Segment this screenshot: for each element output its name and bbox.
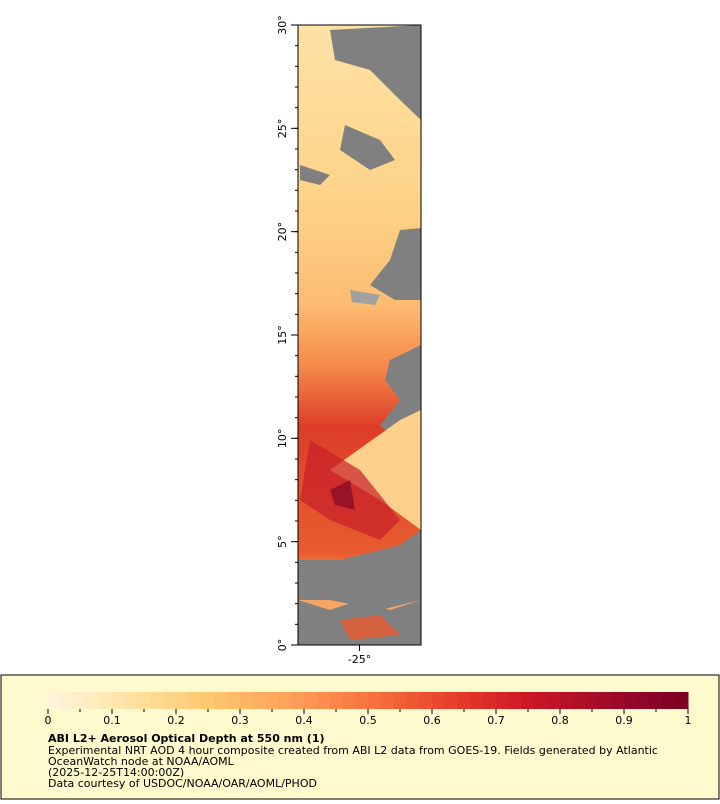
colorbar-cell (137, 692, 151, 709)
colorbar-cell (675, 692, 689, 709)
colorbar-cell (432, 692, 446, 709)
colorbar-cell (304, 692, 318, 709)
colorbar-cell (73, 692, 87, 709)
lat-tick-label: 30° (276, 15, 289, 35)
colorbar-tick-label: 0.5 (359, 714, 377, 727)
colorbar-cell (624, 692, 638, 709)
colorbar-cell (521, 692, 535, 709)
colorbar-cell (380, 692, 395, 709)
colorbar-cell (252, 692, 267, 709)
colorbar-cell (508, 692, 523, 709)
legend-line: (2025-12-25T14:00:00Z) (48, 766, 184, 779)
colorbar-cell (483, 692, 497, 709)
lat-tick-label: 10° (276, 429, 289, 449)
colorbar-tick-label: 1 (685, 714, 692, 727)
colorbar-cell (124, 692, 139, 709)
colorbar-tick-label: 0.7 (487, 714, 505, 727)
colorbar-cell (611, 692, 625, 709)
colorbar-cell (214, 692, 228, 709)
colorbar-cell (355, 692, 369, 709)
colorbar-tick-label: 0.6 (423, 714, 441, 727)
colorbar-cell (406, 692, 420, 709)
colorbar-cell (393, 692, 407, 709)
colorbar-cell (60, 692, 75, 709)
colorbar-cell (329, 692, 343, 709)
aod-image (298, 25, 421, 645)
colorbar-cell (201, 692, 215, 709)
colorbar-cell (470, 692, 484, 709)
lat-tick-label: 5° (276, 535, 289, 548)
colorbar-cell (112, 692, 126, 709)
lat-tick-label: 0° (276, 639, 289, 652)
colorbar-tick-label: 0.1 (103, 714, 121, 727)
legend-line: Experimental NRT AOD 4 hour composite cr… (48, 744, 658, 757)
colorbar-cell (636, 692, 651, 709)
colorbar-cell (585, 692, 599, 709)
colorbar-cell (265, 692, 279, 709)
colorbar-tick-label: 0.8 (551, 714, 569, 727)
colorbar-cell (188, 692, 203, 709)
colorbar-cell (240, 692, 254, 709)
lon-tick-label: -25° (348, 653, 371, 666)
colorbar-cell (227, 692, 241, 709)
colorbar-cell (662, 692, 676, 709)
colorbar-cell (649, 692, 663, 709)
legend-line: OceanWatch node at NOAA/AOML (48, 755, 235, 768)
colorbar-cell (496, 692, 510, 709)
colorbar-cell (99, 692, 113, 709)
colorbar-cell (598, 692, 612, 709)
colorbar-cell (163, 692, 177, 709)
colorbar-tick-label: 0.2 (167, 714, 185, 727)
lat-tick-label: 25° (276, 119, 289, 139)
colorbar-cell (86, 692, 100, 709)
colorbar-cell (316, 692, 331, 709)
colorbar-tick-label: 0.4 (295, 714, 313, 727)
colorbar-tick-label: 0.9 (615, 714, 633, 727)
lat-tick-label: 20° (276, 222, 289, 242)
colorbar-cell (560, 692, 574, 709)
lat-tick-label: 15° (276, 325, 289, 345)
colorbar-tick-label: 0 (45, 714, 52, 727)
colorbar-cell (547, 692, 561, 709)
colorbar-cell (534, 692, 548, 709)
colorbar-cell (278, 692, 292, 709)
colorbar-cell (572, 692, 587, 709)
colorbar-cell (444, 692, 459, 709)
colorbar-tick-label: 0.3 (231, 714, 249, 727)
colorbar-cell (457, 692, 471, 709)
colorbar-cell (48, 692, 62, 709)
colorbar-cell (419, 692, 433, 709)
legend-line: Data courtesy of USDOC/NOAA/OAR/AOML/PHO… (48, 777, 317, 790)
colorbar-cell (342, 692, 356, 709)
legend-title: ABI L2+ Aerosol Optical Depth at 550 nm … (48, 732, 325, 745)
colorbar-cell (291, 692, 305, 709)
colorbar-cell (150, 692, 164, 709)
colorbar-cell (176, 692, 190, 709)
colorbar-cell (368, 692, 382, 709)
